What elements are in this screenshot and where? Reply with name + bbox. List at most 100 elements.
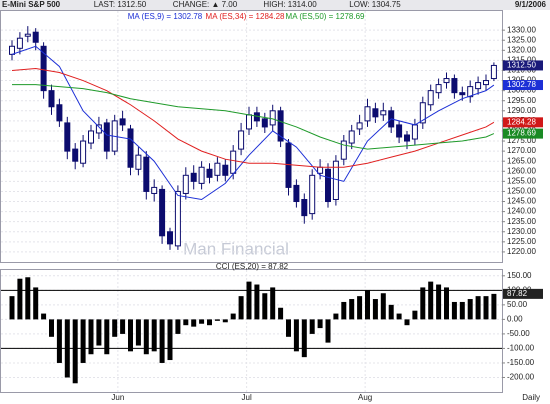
cci-bar [254,284,260,320]
cci-bar [167,319,173,361]
cci-bar [349,299,355,320]
candle-body [190,172,197,182]
cci-bar [246,281,252,320]
value-marker-label: 1302.78 [507,80,536,89]
candle-body [404,134,410,142]
candle-body [174,190,181,247]
candle-body [451,78,458,94]
candle-body [24,33,31,37]
candle-body [467,86,474,98]
candle-body [277,110,284,142]
cci-bar [230,313,236,320]
cci-bar [412,310,418,320]
y-tick-label: 1270.00 [507,146,536,155]
y-tick-label: 0.00 [507,314,523,323]
cci-bar [120,319,126,334]
cci-bar [317,319,323,329]
y-tick-label: 1245.00 [507,197,536,206]
value-marker [503,80,543,91]
candle-body [80,140,87,164]
cci-bar [112,319,118,337]
cci-bar [483,296,489,320]
candle-body [64,122,71,152]
cci-bar [183,319,189,326]
cci-bar [64,319,70,378]
candle-body [143,156,150,192]
y-tick-label: 1250.00 [507,187,536,196]
y-tick-label: 1225.00 [507,237,536,246]
candle-body [490,64,497,80]
y-tick-label: 150.00 [507,271,532,280]
header-stat: HIGH: 1314.00 [263,0,317,9]
y-tick-label: -200.00 [507,373,535,382]
cci-bar [286,319,291,337]
value-marker [503,117,543,128]
value-marker-label: 1278.69 [507,129,536,138]
cci-bar [33,287,39,320]
cci-bar [214,319,220,321]
cci-bar [365,290,370,320]
candle-body [396,124,403,138]
legend-entry: MA (ES,50) = 1278.69 [286,12,365,21]
y-tick-label: 50.00 [507,300,528,309]
candle-body [72,148,79,162]
moving-average [11,67,495,168]
candle-body [483,80,489,86]
cci-bar [17,278,23,320]
candle-body [317,166,324,174]
candle-body [119,118,126,126]
price-panel [0,10,503,263]
cci-bar [428,281,434,320]
date: 9/1/2006 [515,0,547,9]
candle-body [443,78,450,84]
y-tick-label: 1315.00 [507,56,536,65]
cci-bar [104,319,110,355]
value-marker-label: 1312.50 [507,61,536,70]
candle-body [32,31,39,43]
y-tick-label: 1300.00 [507,86,536,95]
cci-bar [380,293,386,320]
cci-bar [159,319,165,363]
candle-body [48,90,55,108]
cci-bar [278,307,284,320]
y-tick-label: 1230.00 [507,227,536,236]
candle-body [214,162,221,176]
candle-body [198,166,205,184]
candle-body [340,140,347,160]
y-tick-label: 1320.00 [507,45,536,54]
cci-bar [238,296,244,320]
cci-bar [56,319,62,363]
candle-body [246,114,252,130]
candle-body [293,184,300,203]
cci-bar [191,319,197,327]
cci-bar [128,319,133,352]
candle-body [159,188,166,237]
cci-bar [96,319,102,346]
candle-body [380,110,387,116]
y-tick-label: 1325.00 [507,35,536,44]
candle-body [167,231,173,245]
cci-bar [41,313,47,320]
y-tick-label: -150.00 [507,358,535,367]
candle-body [325,168,331,203]
x-tick-label: Jun [111,393,124,402]
candle-body [151,186,158,194]
header-stat: LAST: 1312.50 [94,0,147,9]
candle-body [269,110,276,126]
candle-body [16,37,23,49]
cci-bar [444,287,449,320]
y-tick-label: 1330.00 [507,25,536,34]
value-marker [503,288,543,299]
legend-entry: MA (ES,34) = 1284.28 [206,12,285,21]
candle-body [475,82,482,90]
cci-bar [491,293,497,320]
candle-body [56,104,63,122]
candle-body [40,45,47,92]
header-stat: CHANGE: ▲ 7.00 [173,0,238,9]
y-tick-label: 1255.00 [507,176,536,185]
cci-title: CCI (ES,20) = 87.82 [216,262,289,271]
x-tick-label: Aug [358,393,372,402]
cci-bar [420,287,426,320]
cci-bar [49,319,54,337]
y-tick-label: -100.00 [507,344,535,353]
